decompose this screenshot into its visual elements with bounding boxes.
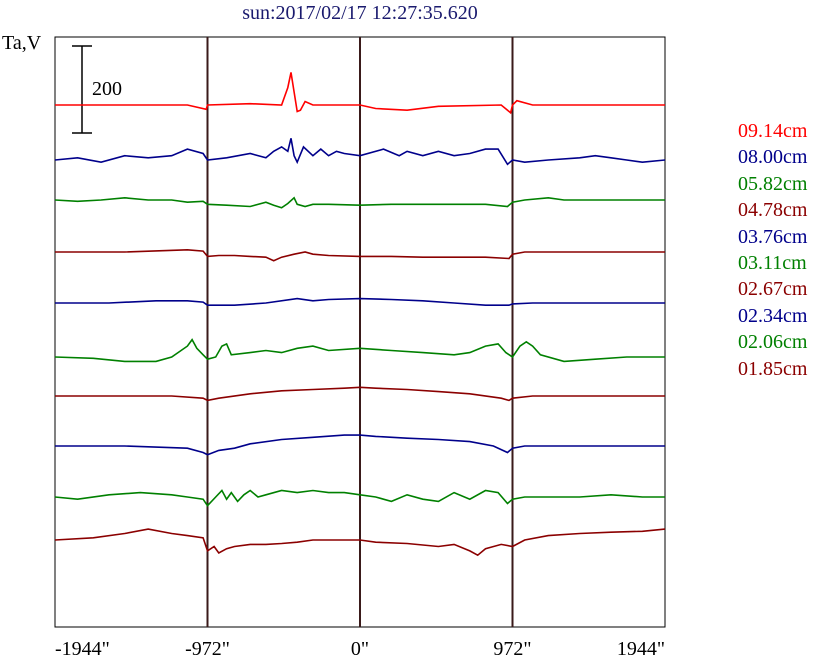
scale-bar: 200 [72,45,122,134]
legend-item-01.85cm: 01.85cm [738,357,808,380]
x-tick-labels: -1944" -972" 0" 972" 1944" [55,638,665,660]
vertical-reference-lines [206,37,514,627]
legend: 09.14cm 08.00cm 05.82cm 04.78cm 03.76cm 03.11… [738,118,813,382]
legend-item-02.06cm: 02.06cm [738,331,808,354]
series-line-03.76cm [55,297,665,307]
series-lines [54,72,666,557]
x-tick-label-1: -972" [185,638,230,660]
series-line-09.14cm [55,72,665,115]
series-line-03.11cm [54,338,665,363]
series-line-08.00cm [54,138,666,166]
y-axis-label: Ta,V [2,32,42,54]
series-line-02.06cm [54,489,665,507]
x-tick-label-4: 1944" [617,638,665,660]
series-line-02.34cm [55,434,665,456]
scale-bar-label: 200 [92,78,122,100]
legend-item-09.14cm: 09.14cm [738,120,808,142]
legend-item-03.76cm: 03.76cm [738,225,808,248]
series-line-04.78cm [55,248,665,262]
x-tick-label-3: 972" [493,638,531,660]
legend-item-04.78cm: 04.78cm [738,199,808,222]
legend-item-03.11cm: 03.11cm [738,252,807,275]
x-tick-label-0: -1944" [55,638,110,660]
series-line-01.85cm [54,528,666,557]
series-line-05.82cm [54,196,665,209]
legend-item-02.34cm: 02.34cm [738,304,808,327]
legend-item-05.82cm: 05.82cm [738,172,808,195]
x-tick-label-2: 0" [351,638,369,660]
legend-item-02.67cm: 02.67cm [738,278,808,301]
series-line-02.67cm [55,386,665,402]
chart-title: sun:2017/02/17 12:27:35.620 [242,2,478,24]
legend-item-08.00cm: 08.00cm [738,146,808,169]
